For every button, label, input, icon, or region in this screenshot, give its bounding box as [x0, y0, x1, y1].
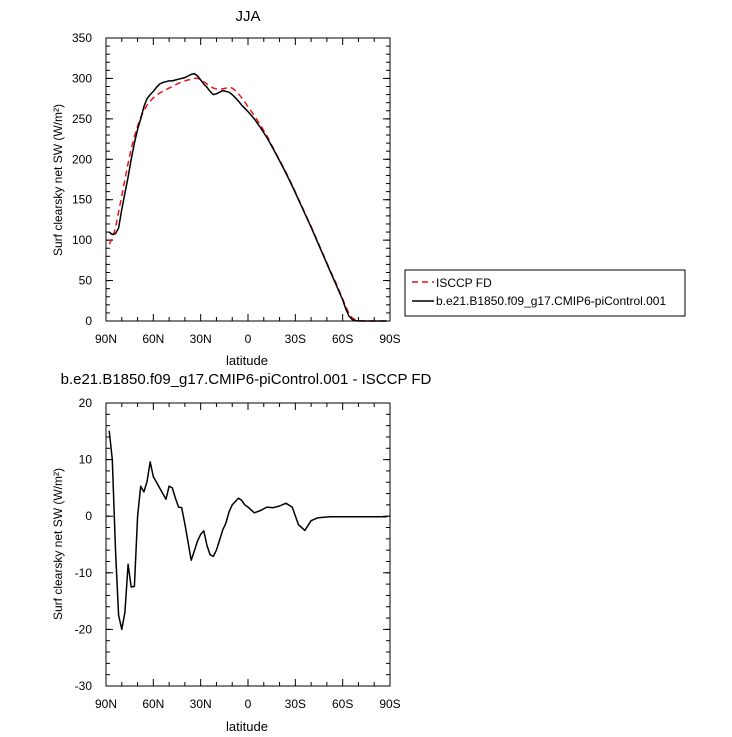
top-panel-ticks: 90N 60N 30N 0 30S 60S 90S 0 50 100 150 200 250 300 350	[72, 31, 401, 346]
bottom-x-tick-label: 0	[245, 697, 252, 711]
top-x-tick-label: 90S	[379, 332, 400, 346]
bottom-y-tick-label: 0	[85, 509, 92, 523]
top-x-tick-label: 90N	[95, 332, 117, 346]
bottom-panel-plot-frame	[105, 402, 391, 687]
top-y-tick-label: 350	[72, 31, 92, 45]
bottom-x-tick-label: 30N	[190, 697, 212, 711]
bottom-panel: b.e21.B1850.f09_g17.CMIP6-piControl.001 …	[51, 371, 432, 734]
bottom-series-line-0	[108, 430, 387, 631]
legend: ISCCP FD b.e21.B1850.f09_g17.CMIP6-piCon…	[404, 269, 686, 317]
top-y-tick-label: 300	[72, 71, 92, 85]
top-x-tick-label: 60N	[142, 332, 164, 346]
top-y-tick-label: 200	[72, 152, 92, 166]
legend-label-model: b.e21.B1850.f09_g17.CMIP6-piControl.001	[436, 294, 666, 308]
top-panel-plot-frame	[105, 37, 391, 322]
top-series-line-0	[108, 77, 387, 322]
bottom-panel-series	[108, 430, 387, 631]
top-y-tick-label: 50	[79, 274, 93, 288]
top-panel-title: JJA	[235, 8, 260, 25]
top-panel-y-axis-label: Surf clearsky net SW (W/m²)	[51, 104, 65, 256]
top-series-line-1	[108, 72, 387, 322]
top-x-tick-label: 60S	[332, 332, 353, 346]
top-x-tick-label: 0	[245, 332, 252, 346]
bottom-x-tick-label: 60S	[332, 697, 353, 711]
bottom-x-tick-label: 60N	[142, 697, 164, 711]
top-y-tick-label: 150	[72, 193, 92, 207]
top-panel-x-axis-label: latitude	[226, 353, 268, 368]
top-panel: JJA 90N 60N 30N 0 30S 60S 90S 0 50 100 150 200 250 30…	[51, 8, 401, 368]
bottom-panel-ticks: 90N 60N 30N 0 30S 60S 90S -30 -20 -10 0 10 20	[75, 396, 401, 711]
bottom-y-tick-label: -10	[75, 566, 93, 580]
bottom-y-tick-label: -30	[75, 679, 93, 693]
bottom-y-tick-label: -20	[75, 622, 93, 636]
bottom-x-tick-label: 30S	[285, 697, 306, 711]
bottom-panel-y-axis-label: Surf clearsky net SW (W/m²)	[51, 468, 65, 620]
top-y-tick-label: 100	[72, 233, 92, 247]
legend-label-isccp: ISCCP FD	[436, 276, 492, 290]
top-panel-series	[108, 72, 387, 322]
bottom-y-tick-label: 20	[79, 396, 93, 410]
bottom-x-tick-label: 90S	[379, 697, 400, 711]
top-y-tick-label: 250	[72, 112, 92, 126]
top-x-tick-label: 30N	[190, 332, 212, 346]
bottom-panel-title: b.e21.B1850.f09_g17.CMIP6-piControl.001 …	[61, 371, 432, 388]
bottom-y-tick-label: 10	[79, 453, 93, 467]
bottom-x-tick-label: 90N	[95, 697, 117, 711]
top-x-tick-label: 30S	[285, 332, 306, 346]
legend-box	[404, 269, 686, 317]
bottom-panel-x-axis-label: latitude	[226, 719, 268, 734]
top-y-tick-label: 0	[85, 314, 92, 328]
